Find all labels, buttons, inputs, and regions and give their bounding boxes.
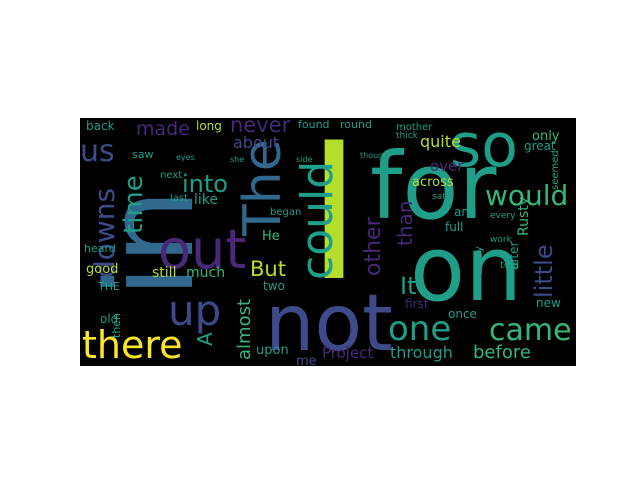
word-old: old <box>100 312 118 326</box>
word-like: like <box>194 192 218 208</box>
word-it: It <box>400 272 417 300</box>
word-mother: mother <box>396 122 433 133</box>
word-once: once <box>448 307 477 321</box>
word-new: new <box>536 296 561 310</box>
word-never: never <box>230 118 291 137</box>
word-so: so <box>450 118 518 181</box>
word-quite: quite <box>420 132 461 151</box>
word-though: though <box>360 151 388 160</box>
word-i: I <box>306 118 362 323</box>
word-than: than <box>393 201 417 246</box>
word-thick: thick <box>396 131 419 141</box>
word-next: next <box>160 170 182 181</box>
word-work: work <box>490 235 513 245</box>
word-first: first <box>405 297 429 311</box>
word-made: made <box>136 118 190 140</box>
word-two: two <box>263 279 285 293</box>
word-up: up <box>168 286 221 335</box>
word-began: began <box>270 207 301 218</box>
word-good: good <box>86 262 118 277</box>
word-told: told <box>500 260 519 271</box>
word-us: us <box>80 134 115 169</box>
word-saw: saw <box>132 148 153 161</box>
word-she: she <box>230 155 244 164</box>
word-almost: almost <box>234 299 255 360</box>
word-downs: downs <box>88 188 121 278</box>
word-would: would <box>485 179 568 212</box>
word-came: came <box>489 313 572 348</box>
word-only: only <box>532 129 560 144</box>
word-before: before <box>473 342 531 363</box>
word-could: could <box>292 161 343 280</box>
word-found: found <box>298 118 330 131</box>
word-other: other <box>361 216 386 276</box>
word-in: in <box>82 189 221 298</box>
word-every: every <box>490 211 516 221</box>
word-eyes: eyes <box>176 153 195 162</box>
word-seemed: seemed <box>550 150 561 190</box>
word-much: much <box>186 265 225 281</box>
word-into: into <box>182 170 228 198</box>
word-the: The <box>233 139 293 237</box>
word-rusty: Rusty <box>516 197 532 236</box>
word-great: great <box>524 139 556 153</box>
word-back: back <box>86 119 115 133</box>
word-little: little <box>530 244 558 298</box>
word-not: not <box>265 279 393 366</box>
word-long: long <box>196 119 222 133</box>
word-still: still <box>152 265 176 281</box>
word-one: one <box>388 309 451 349</box>
word-through: through <box>390 343 453 362</box>
word-side: side <box>296 155 312 164</box>
word-the: THE <box>97 280 120 293</box>
word-out: out <box>158 218 246 281</box>
cloud-background <box>80 118 576 366</box>
word-after: after <box>507 242 521 270</box>
word-over: over <box>430 157 464 175</box>
word-he: He <box>262 229 280 244</box>
word-a: A <box>193 332 217 346</box>
word-there: there <box>82 323 183 366</box>
word-last: last <box>170 193 188 204</box>
word-but: But <box>250 257 286 281</box>
word-upon: upon <box>256 343 289 358</box>
word-then: then <box>110 313 123 338</box>
word-time: time <box>119 175 149 234</box>
word-for: for <box>370 133 497 240</box>
word-heard: heard <box>84 242 116 255</box>
word-away: away <box>472 246 485 275</box>
word-about: about <box>233 133 279 152</box>
word-project: Project <box>322 344 373 362</box>
word-me: me <box>296 354 317 366</box>
word-sat: sat <box>432 192 446 202</box>
word-full: full <box>445 220 464 234</box>
word-across: across <box>412 175 454 190</box>
word-and: and <box>454 205 477 219</box>
word-round: round <box>340 118 372 131</box>
word-on: on <box>410 217 522 322</box>
